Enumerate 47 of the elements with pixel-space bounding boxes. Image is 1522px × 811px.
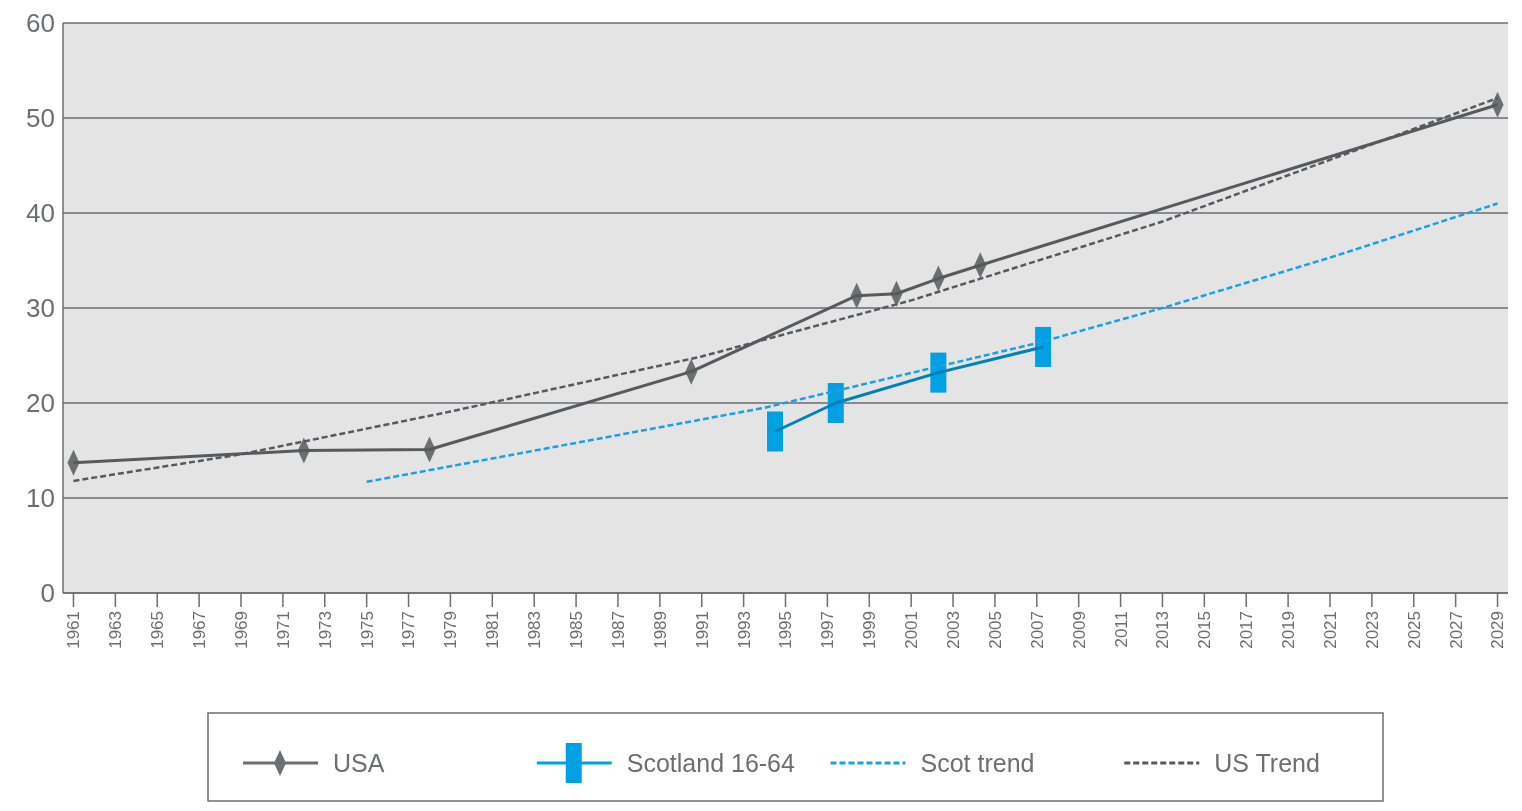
line-series bbox=[365, 202, 1499, 484]
x-tick-label: 1981 bbox=[483, 611, 503, 649]
y-tick-label: 10 bbox=[26, 483, 55, 514]
x-tick-label: 1985 bbox=[567, 611, 587, 649]
x-tick-label: 2019 bbox=[1279, 611, 1299, 649]
x-tick-label: 2017 bbox=[1237, 611, 1257, 649]
x-tick-label: 1961 bbox=[64, 611, 84, 649]
x-tick-label: 1973 bbox=[315, 611, 335, 649]
x-tick-label: 1993 bbox=[734, 611, 754, 649]
x-tick-label: 1965 bbox=[148, 611, 168, 649]
y-tick-label: 0 bbox=[40, 578, 55, 609]
y-tick-label: 30 bbox=[26, 293, 55, 324]
legend-label: Scotland 16-64 bbox=[626, 748, 796, 777]
x-tick-label: 1971 bbox=[273, 611, 293, 649]
x-tick-label: 1979 bbox=[441, 611, 461, 649]
x-tick-label: 1989 bbox=[650, 611, 670, 649]
x-tick-label: 1995 bbox=[776, 611, 796, 649]
x-tick-label: 1997 bbox=[818, 611, 838, 649]
x-tick-label: 2005 bbox=[985, 611, 1005, 649]
x-tick-label: 2003 bbox=[943, 611, 963, 649]
x-tick-label: 1967 bbox=[190, 611, 210, 649]
x-tick-label: 2027 bbox=[1446, 611, 1466, 649]
x-tick-label: 2011 bbox=[1111, 611, 1131, 648]
x-tick-label: 1987 bbox=[608, 611, 628, 649]
x-tick-label: 2007 bbox=[1027, 611, 1047, 649]
y-tick-label: 40 bbox=[26, 198, 55, 229]
x-tick-label: 2001 bbox=[902, 611, 922, 649]
x-tick-label: 1999 bbox=[860, 611, 880, 649]
legend-label: Scot trend bbox=[920, 748, 1035, 777]
legend-label: US Trend bbox=[1214, 748, 1320, 777]
x-tick-label: 2025 bbox=[1404, 611, 1424, 649]
x-tick-label: 1975 bbox=[357, 611, 377, 649]
legend-label: USA bbox=[333, 748, 385, 777]
x-tick-label: 2029 bbox=[1488, 611, 1508, 649]
x-tick-label: 1969 bbox=[231, 611, 251, 649]
y-tick-label: 20 bbox=[26, 388, 55, 419]
x-tick-label: 2023 bbox=[1362, 611, 1382, 649]
x-tick-label: 2009 bbox=[1069, 611, 1089, 649]
x-tick-label: 1991 bbox=[692, 611, 712, 649]
x-tick-label: 1963 bbox=[106, 611, 126, 649]
y-tick-label: 50 bbox=[26, 103, 55, 134]
x-tick-label: 2015 bbox=[1195, 611, 1215, 649]
x-tick-label: 2013 bbox=[1153, 611, 1173, 649]
y-tick-label: 60 bbox=[26, 8, 55, 39]
x-tick-label: 2021 bbox=[1320, 611, 1340, 649]
x-tick-label: 1977 bbox=[399, 611, 419, 649]
x-tick-label: 1983 bbox=[525, 611, 545, 649]
